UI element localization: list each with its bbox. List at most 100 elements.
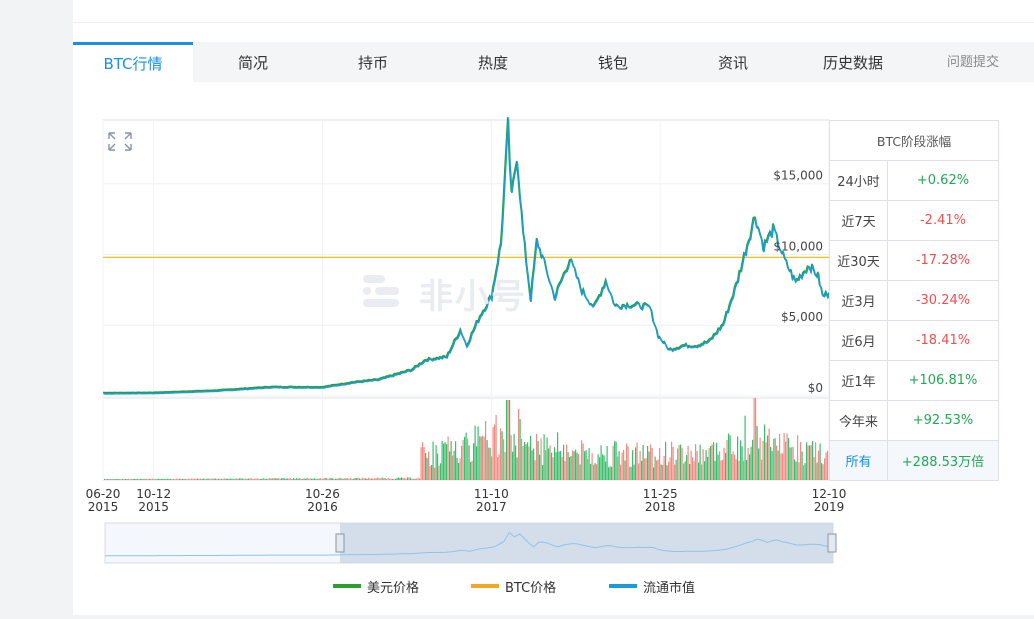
volume-bar — [807, 445, 809, 480]
volume-bar — [417, 477, 419, 480]
volume-bar — [651, 448, 653, 480]
volume-bar — [762, 440, 764, 480]
range-label-all[interactable]: 所有 — [829, 440, 888, 481]
volume-bar — [218, 478, 220, 480]
range-value: +92.53% — [886, 400, 1000, 441]
volume-bar — [633, 464, 635, 480]
volume-bar — [699, 444, 701, 480]
volume-bar — [587, 458, 589, 480]
x-tick-date: 10-26 — [305, 487, 340, 501]
volume-bar — [444, 442, 446, 480]
volume-bar — [225, 478, 227, 480]
volume-bar — [689, 463, 691, 480]
volume-bar — [671, 441, 673, 480]
navigator-handle-left[interactable] — [335, 533, 345, 553]
volume-bar — [611, 466, 613, 480]
volume-bar — [194, 478, 196, 480]
volume-bar — [308, 478, 310, 480]
volume-bar — [498, 454, 500, 480]
volume-bar — [339, 477, 341, 480]
y-tick-label: $15,000 — [773, 169, 823, 183]
volume-bar — [561, 456, 563, 480]
volume-bar — [471, 460, 473, 480]
legend-swatch — [609, 584, 637, 588]
volume-bar — [723, 447, 725, 480]
tab-btc-market[interactable]: BTC行情 — [73, 42, 193, 82]
volume-bar — [738, 460, 740, 480]
volume-bar — [408, 477, 410, 480]
navigator-handle-right[interactable] — [827, 533, 837, 553]
volume-bar — [770, 446, 772, 480]
volume-bar — [551, 452, 553, 480]
volume-bar — [284, 478, 286, 480]
tab-feedback[interactable]: 问题提交 — [946, 55, 999, 70]
volume-bar — [560, 450, 562, 480]
range-label: 近7天 — [829, 200, 888, 241]
tab-holdings[interactable]: 持币 — [357, 54, 388, 72]
tab-news[interactable]: 资讯 — [717, 54, 748, 72]
x-tick-date: 10-12 — [136, 487, 171, 501]
volume-bar — [171, 479, 173, 480]
volume-bar — [294, 478, 296, 480]
volume-bar — [701, 464, 703, 480]
legend-market-cap[interactable]: 流通市值 — [609, 577, 695, 596]
volume-bar — [464, 436, 466, 480]
volume-bar — [462, 439, 464, 480]
volume-bar — [156, 478, 158, 480]
volume-bar — [354, 478, 356, 480]
volume-bar — [189, 478, 191, 480]
volume-bar — [239, 478, 241, 480]
volume-bar — [396, 477, 398, 480]
volume-bar — [740, 440, 742, 480]
volume-bar — [632, 450, 634, 480]
volume-bar — [737, 436, 739, 480]
volume-bar — [107, 479, 109, 480]
volume-bar — [521, 438, 523, 480]
legend-btc-price[interactable]: BTC价格 — [471, 577, 556, 596]
range-value: -2.41% — [886, 200, 1000, 241]
volume-bar — [639, 450, 641, 480]
volume-bar — [794, 459, 796, 480]
volume-bar — [164, 479, 166, 480]
tab-history[interactable]: 历史数据 — [822, 54, 883, 72]
legend-usd-price[interactable]: 美元价格 — [333, 577, 419, 596]
volume-bar — [446, 444, 448, 480]
volume-bar — [195, 478, 197, 480]
volume-bar — [257, 478, 259, 480]
volume-bar — [624, 460, 626, 480]
volume-bar — [279, 478, 281, 480]
legend-swatch — [471, 584, 499, 588]
fullscreen-icon[interactable] — [108, 132, 132, 151]
volume-bar — [210, 478, 212, 480]
volume-bar — [746, 460, 748, 480]
volume-bar — [200, 478, 202, 480]
volume-bar — [378, 477, 380, 480]
tab-popularity[interactable]: 热度 — [477, 54, 508, 72]
volume-bar — [431, 465, 433, 480]
volume-bar — [129, 478, 131, 480]
navigator-selection[interactable] — [340, 523, 833, 563]
tab-overview[interactable]: 简况 — [237, 54, 268, 72]
volume-bar — [234, 478, 236, 480]
volume-bar — [564, 461, 566, 480]
volume-bar — [549, 445, 551, 480]
volume-bar — [761, 459, 763, 480]
volume-bar — [161, 478, 163, 480]
volume-bar — [771, 451, 773, 480]
volume-bar — [804, 463, 806, 480]
volume-bar — [656, 460, 658, 480]
volume-bar — [768, 428, 770, 480]
volume-bar — [149, 478, 151, 480]
volume-bar — [719, 451, 721, 480]
tab-wallet[interactable]: 钱包 — [597, 54, 628, 72]
volume-bar — [215, 478, 217, 480]
volume-bar — [780, 453, 782, 480]
range-navigator[interactable] — [104, 522, 837, 564]
volume-bar — [813, 456, 815, 480]
volume-bar — [243, 478, 245, 480]
volume-bar — [519, 419, 521, 480]
volume-bar — [147, 478, 149, 480]
volume-bar — [528, 446, 530, 480]
volume-bar — [128, 478, 130, 480]
volume-bar — [663, 455, 665, 480]
